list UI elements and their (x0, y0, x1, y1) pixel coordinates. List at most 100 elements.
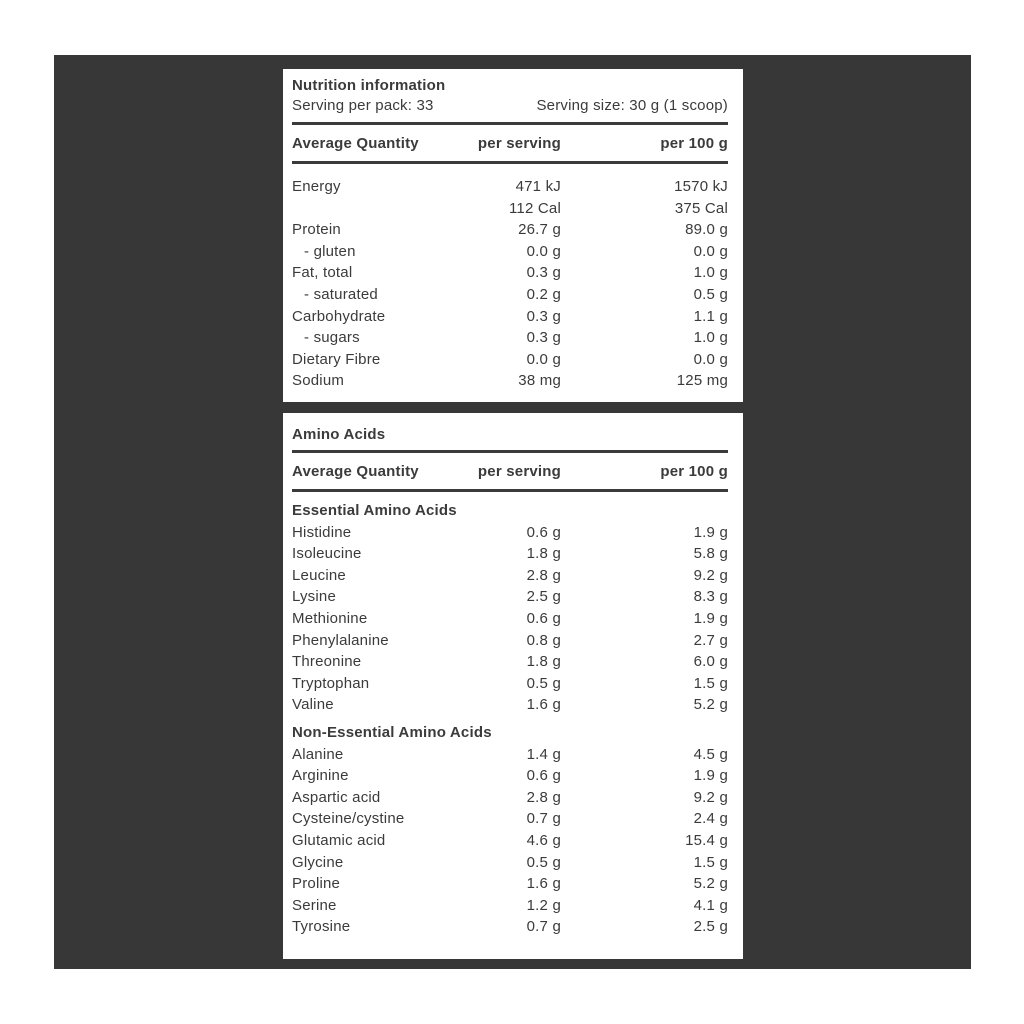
per-serving-value: 0.2 g (526, 285, 561, 303)
nutrient-name: Proline (292, 875, 341, 893)
table-row: Aspartic acid 2.8 g 9.2 g (292, 787, 728, 809)
per-100g-value: 5.8 g (693, 545, 728, 563)
per-100g-value: 15.4 g (685, 831, 728, 849)
nutrient-name: - saturated (304, 285, 378, 303)
per-serving-value: 0.7 g (526, 918, 561, 936)
section-heading: Essential Amino Acids (292, 502, 457, 519)
per-serving-value: 0.5 g (526, 674, 561, 692)
table-row: Serine 1.2 g 4.1 g (292, 895, 728, 917)
column-header-per-100g: per 100 g (660, 463, 728, 480)
per-100g-value: 9.2 g (693, 566, 728, 584)
per-100g-value: 1.9 g (693, 609, 728, 627)
column-header-average-quantity: Average Quantity (292, 463, 419, 480)
per-serving-value: 26.7 g (518, 221, 561, 239)
per-100g-value: 9.2 g (693, 788, 728, 806)
per-100g-value: 0.0 g (693, 350, 728, 368)
divider-rule (292, 489, 728, 492)
nutrient-name: Protein (292, 221, 341, 239)
per-100g-value: 1.9 g (693, 767, 728, 785)
nutrient-name: Fat, total (292, 264, 353, 282)
per-serving-value: 2.5 g (526, 588, 561, 606)
per-100g-value: 5.2 g (693, 696, 728, 714)
nutrient-name: Alanine (292, 745, 344, 763)
per-serving-value: 0.3 g (526, 264, 561, 282)
table-row: Alanine 1.4 g 4.5 g (292, 744, 728, 766)
section-heading: Non-Essential Amino Acids (292, 723, 492, 741)
table-row: Glutamic acid 4.6 g 15.4 g (292, 830, 728, 852)
nutrient-name: Serine (292, 896, 337, 914)
table-row: Fat, total 0.3 g 1.0 g (292, 262, 728, 284)
per-serving-value: 1.6 g (526, 696, 561, 714)
per-100g-value: 2.4 g (693, 810, 728, 828)
nutrient-name: Methionine (292, 609, 368, 627)
column-header-row: Average Quantity per serving per 100 g (292, 125, 728, 161)
table-row: Threonine 1.8 g 6.0 g (292, 651, 728, 673)
table-row: - gluten 0.0 g 0.0 g (292, 241, 728, 263)
per-serving-value: 1.2 g (526, 896, 561, 914)
nutrient-name: Tryptophan (292, 674, 370, 692)
per-100g-value: 2.5 g (693, 918, 728, 936)
per-100g-value: 5.2 g (693, 875, 728, 893)
nutrient-name: Leucine (292, 566, 346, 584)
nutrient-name: Glutamic acid (292, 831, 386, 849)
per-100g-value: 4.5 g (693, 745, 728, 763)
per-serving-value: 0.0 g (526, 350, 561, 368)
table-row: Protein 26.7 g 89.0 g (292, 219, 728, 241)
nutrient-name: - gluten (304, 242, 356, 260)
table-row: Phenylalanine 0.8 g 2.7 g (292, 630, 728, 652)
per-100g-value: 8.3 g (693, 588, 728, 606)
per-serving-value: 0.3 g (526, 307, 561, 325)
amino-acid-rows: Essential Amino Acids Histidine 0.6 g 1.9 g… (292, 492, 728, 938)
per-100g-value: 1.9 g (693, 523, 728, 541)
serving-per-pack: Serving per pack: 33 (292, 97, 434, 114)
per-serving-value: 1.8 g (526, 545, 561, 563)
nutrition-information-panel: Nutrition information Serving per pack: … (283, 69, 743, 402)
nutrient-name: Histidine (292, 523, 352, 541)
table-row: Isoleucine 1.8 g 5.8 g (292, 543, 728, 565)
table-row: Arginine 0.6 g 1.9 g (292, 765, 728, 787)
table-row: 112 Cal 375 Cal (292, 198, 728, 220)
table-row: Valine 1.6 g 5.2 g (292, 694, 728, 716)
per-100g-value: 89.0 g (685, 221, 728, 239)
table-row: Histidine 0.6 g 1.9 g (292, 522, 728, 544)
per-100g-value: 1.0 g (693, 264, 728, 282)
table-row: - saturated 0.2 g 0.5 g (292, 284, 728, 306)
per-100g-value: 1.1 g (693, 307, 728, 325)
nutrient-name: - sugars (304, 329, 360, 347)
per-serving-value: 1.8 g (526, 653, 561, 671)
per-100g-value: 1.5 g (693, 674, 728, 692)
per-serving-value: 0.6 g (526, 767, 561, 785)
table-row: Lysine 2.5 g 8.3 g (292, 586, 728, 608)
serving-size: Serving size: 30 g (1 scoop) (536, 97, 728, 114)
table-row: Tryptophan 0.5 g 1.5 g (292, 673, 728, 695)
table-row: Proline 1.6 g 5.2 g (292, 873, 728, 895)
nutrient-name: Energy (292, 178, 341, 195)
nutrient-name: Carbohydrate (292, 307, 386, 325)
divider-rule (292, 161, 728, 164)
per-100g-value: 375 Cal (674, 199, 728, 217)
panel-title: Amino Acids (292, 426, 386, 443)
column-header-row: Average Quantity per serving per 100 g (292, 453, 728, 489)
divider-rule (292, 122, 728, 125)
table-row: Energy 471 kJ 1570 kJ (292, 176, 728, 198)
table-row: Tyrosine 0.7 g 2.5 g (292, 916, 728, 938)
per-serving-value: 38 mg (518, 372, 561, 390)
per-serving-value: 0.6 g (526, 609, 561, 627)
per-serving-value: 2.8 g (526, 566, 561, 584)
table-row: Carbohydrate 0.3 g 1.1 g (292, 306, 728, 328)
nutrient-name: Tyrosine (292, 918, 351, 936)
column-header-per-serving: per serving (477, 135, 561, 152)
serving-line: Serving per pack: 33 Serving size: 30 g … (292, 96, 728, 122)
amino-acids-panel: Amino Acids Average Quantity per serving… (283, 413, 743, 959)
column-header-per-100g: per 100 g (660, 135, 728, 152)
table-row: - sugars 0.3 g 1.0 g (292, 327, 728, 349)
per-serving-value: 0.3 g (526, 329, 561, 347)
per-serving-value: 4.6 g (526, 831, 561, 849)
per-serving-value: 0.5 g (526, 853, 561, 871)
nutrient-name: Dietary Fibre (292, 350, 381, 368)
nutrient-name: Lysine (292, 588, 337, 606)
table-row: Methionine 0.6 g 1.9 g (292, 608, 728, 630)
per-serving-value: 1.4 g (526, 745, 561, 763)
table-row: Cysteine/cystine 0.7 g 2.4 g (292, 808, 728, 830)
per-serving-value: 471 kJ (515, 178, 561, 195)
